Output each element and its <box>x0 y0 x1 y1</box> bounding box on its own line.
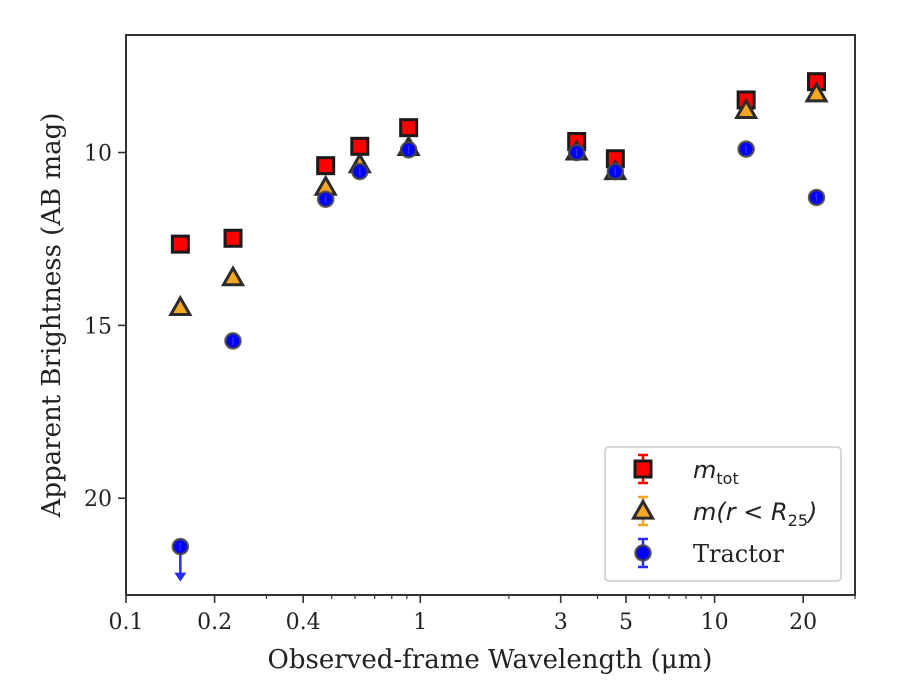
series-circle <box>171 140 826 582</box>
x-tick-label: 0.4 <box>286 610 321 635</box>
x-tick-label: 0.2 <box>197 610 232 635</box>
x-tick-label: 1 <box>413 610 427 635</box>
x-axis-label: Observed-frame Wavelength (μm) <box>268 645 713 675</box>
plot-layer <box>168 72 829 582</box>
plot-frame <box>125 34 856 596</box>
legend-entry-mtot-main: m <box>693 456 716 484</box>
legend-entry-mr25: m(r < R25) <box>693 498 817 530</box>
series-triangle <box>168 81 829 317</box>
legend-marker-circle <box>634 544 652 562</box>
x-axis-ticks: 0.1 0.2 0.4 1 3 5 10 20 <box>109 595 856 635</box>
upper-limit-head <box>174 572 187 582</box>
legend-marker-triangle <box>630 498 656 520</box>
legend: mtot m(r < R25) Tractor <box>604 446 842 582</box>
y-tick-label: 10 <box>84 142 112 167</box>
legend-markers <box>630 453 656 569</box>
legend-entry-mtot-sub: tot <box>716 469 738 488</box>
legend-marker-square <box>633 459 653 479</box>
legend-entry-mtot: mtot <box>693 456 739 488</box>
x-tick-label: 5 <box>619 610 633 635</box>
series-square <box>170 72 827 254</box>
x-tick-label: 10 <box>701 610 729 635</box>
y-axis-label: Apparent Brightness (AB mag) <box>37 113 67 519</box>
y-tick-label: 15 <box>84 314 112 339</box>
legend-entry-mr25-sub: 25 <box>788 511 808 530</box>
x-tick-label: 20 <box>789 610 817 635</box>
x-tick-label: 3 <box>554 610 568 635</box>
legend-frame <box>604 446 842 582</box>
y-axis-ticks: 10 15 20 <box>84 142 126 512</box>
legend-entry-tractor: Tractor <box>693 540 784 568</box>
y-tick-label: 20 <box>84 487 112 512</box>
legend-entry-mr25-post: ) <box>806 498 817 526</box>
x-tick-label: 0.1 <box>109 610 144 635</box>
legend-entry-mr25-pre: m(r < R <box>693 498 788 526</box>
